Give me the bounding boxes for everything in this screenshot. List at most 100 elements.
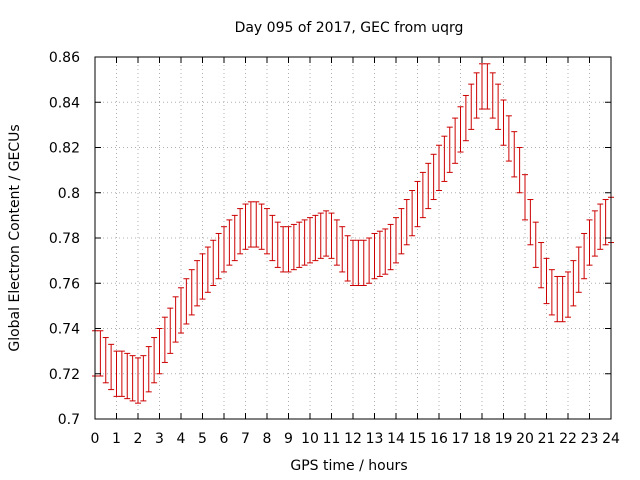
error-bar-point [548, 269, 555, 316]
grid-lines [95, 57, 611, 419]
y-tick-label: 0.74 [49, 322, 80, 338]
x-tick-label: 6 [220, 431, 229, 447]
error-bar-point [527, 199, 534, 246]
error-bar-point [597, 203, 604, 250]
error-bar-point [151, 337, 158, 384]
y-tick-label: 0.8 [58, 186, 80, 202]
error-bar-point [199, 253, 206, 300]
error-bar-point [178, 287, 184, 334]
error-bar-point [307, 217, 313, 264]
error-bar-point [237, 208, 244, 255]
x-tick-label: 21 [538, 431, 556, 447]
x-tick-label: 17 [452, 431, 470, 447]
error-bar-point [559, 275, 566, 323]
error-bar-point [344, 235, 351, 282]
error-bar-point [312, 214, 319, 262]
error-bar-point [543, 257, 550, 305]
error-bar-point [484, 63, 491, 110]
x-tick-label: 18 [473, 431, 491, 447]
error-bar-point [403, 199, 410, 246]
error-bar-point [436, 144, 442, 191]
error-bar-point [145, 346, 152, 393]
error-bar-point [102, 337, 109, 384]
error-bar-point [452, 117, 459, 164]
x-tick-label: 8 [263, 431, 272, 447]
error-bar-point [296, 221, 303, 268]
x-tick-labels: 0 1 2 3 4 5 6 7 8 9 10 11 12 13 14 15 16 17 18 19 20 21 22 23 24 [91, 431, 620, 447]
error-bar-point [371, 232, 378, 280]
error-bar-point [570, 260, 577, 307]
error-bar-point [113, 350, 120, 397]
x-tick-label: 16 [430, 431, 448, 447]
error-bar-point [489, 72, 496, 119]
error-bar-point [414, 180, 421, 228]
error-bar-point [215, 232, 222, 280]
x-tick-label: 15 [409, 431, 427, 447]
error-bar-point [253, 201, 260, 248]
x-tick-label: 10 [301, 431, 319, 447]
error-bar-point [409, 189, 416, 237]
error-bar-point [462, 94, 469, 142]
y-tick-label: 0.82 [49, 141, 80, 157]
error-bar-point [565, 271, 571, 318]
x-tick-label: 2 [134, 431, 143, 447]
error-bar-point [129, 355, 136, 402]
y-tick-label: 0.72 [49, 367, 80, 383]
y-tick-label: 0.78 [49, 231, 80, 247]
error-bar-point [135, 357, 141, 404]
error-bar-point [183, 278, 190, 325]
error-bar-point [522, 174, 528, 221]
error-bar-point [586, 219, 593, 266]
y-tick-label: 0.7 [58, 412, 80, 428]
error-bar-point [366, 237, 373, 284]
x-tick-label: 11 [323, 431, 341, 447]
error-bar-point [161, 316, 168, 363]
x-axis-title: GPS time / hours [290, 458, 407, 474]
y-tick-labels: 0.7 0.72 0.74 0.76 0.78 0.8 0.82 0.84 0.86 [49, 50, 80, 428]
x-tick-label: 20 [516, 431, 534, 447]
error-bar-point [210, 239, 217, 287]
error-bar-point [355, 239, 362, 287]
error-bar-point [194, 260, 201, 307]
y-axis-title: Global Electron Content / GECUs [7, 124, 23, 351]
chart-title: Day 095 of 2017, GEC from uqrg [235, 20, 464, 36]
error-bar-point [172, 296, 179, 343]
error-bar-point [269, 214, 276, 262]
error-bar-point [591, 210, 598, 257]
x-tick-label: 3 [155, 431, 164, 447]
x-tick-label: 1 [112, 431, 121, 447]
x-tick-label: 22 [559, 431, 577, 447]
error-bar-point [108, 343, 115, 391]
error-bar-point [581, 232, 588, 280]
error-bar-point [393, 217, 399, 264]
error-bar-point [350, 239, 356, 287]
error-bar-point [505, 115, 512, 162]
x-tick-label: 9 [284, 431, 293, 447]
error-bar-point [382, 228, 389, 275]
error-bar-point [602, 199, 609, 246]
error-bar-point [398, 208, 405, 255]
error-bar-point [118, 350, 125, 397]
error-bar-point [317, 212, 324, 259]
error-bar-point [419, 171, 426, 219]
error-bars [92, 63, 614, 404]
x-tick-label: 7 [241, 431, 250, 447]
error-bar-point [479, 63, 485, 110]
x-tick-label: 0 [91, 431, 100, 447]
error-bar-point [226, 219, 233, 266]
error-bar-point [323, 210, 330, 257]
error-bar-point [441, 135, 448, 182]
x-tick-label: 19 [495, 431, 513, 447]
x-tick-label: 12 [344, 431, 362, 447]
error-bar-point [554, 275, 561, 323]
y-tick-label: 0.84 [49, 95, 80, 111]
error-bar-point [242, 203, 249, 250]
error-bar-point [495, 83, 502, 130]
error-bar-point [156, 328, 163, 375]
error-bar-point [376, 230, 383, 277]
y-tick-label: 0.86 [49, 50, 80, 66]
error-bar-point [328, 212, 335, 259]
error-bar-point [360, 239, 367, 287]
error-bar-point [430, 153, 437, 201]
